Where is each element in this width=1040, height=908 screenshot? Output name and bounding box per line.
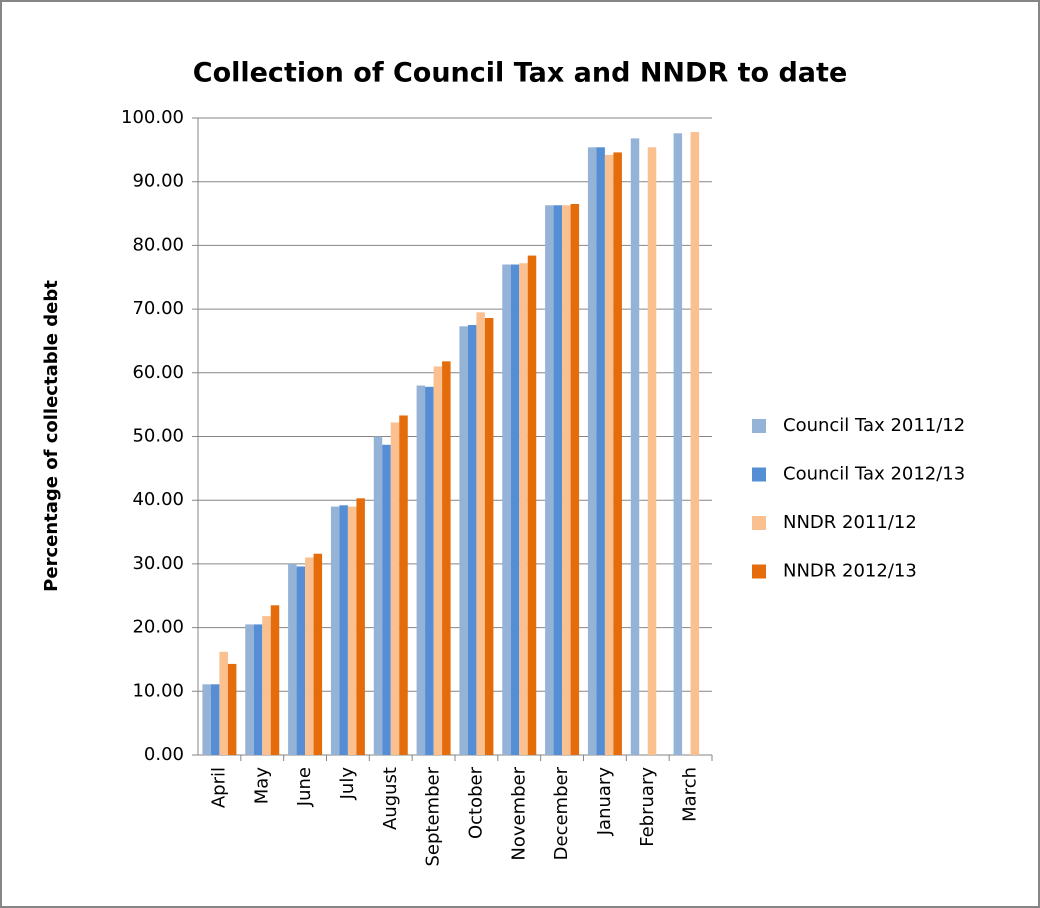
bar bbox=[476, 312, 485, 755]
y-tick-label: 70.00 bbox=[132, 298, 184, 319]
bar bbox=[433, 366, 443, 755]
bar bbox=[330, 506, 340, 755]
x-tick-label: November bbox=[508, 766, 529, 860]
x-tick-label: September bbox=[423, 766, 444, 866]
legend-swatch bbox=[752, 419, 766, 433]
bar bbox=[442, 361, 451, 755]
y-tick-label: 100.00 bbox=[121, 107, 184, 128]
bar bbox=[305, 557, 314, 755]
x-tick-label: January bbox=[594, 767, 615, 837]
y-tick-label: 60.00 bbox=[132, 362, 184, 383]
bar bbox=[210, 684, 220, 755]
y-tick-label: 40.00 bbox=[132, 489, 184, 510]
bar bbox=[553, 205, 563, 756]
bar bbox=[339, 505, 348, 755]
bar bbox=[587, 147, 597, 755]
x-tick-label: March bbox=[680, 767, 701, 822]
bar bbox=[425, 386, 434, 755]
bar bbox=[382, 444, 391, 755]
bar bbox=[262, 616, 271, 755]
x-tick-label: February bbox=[637, 767, 658, 847]
bar bbox=[313, 553, 323, 755]
bar bbox=[296, 566, 306, 755]
bar bbox=[245, 624, 254, 755]
bar bbox=[416, 385, 426, 755]
y-tick-label: 50.00 bbox=[132, 426, 184, 447]
bar bbox=[613, 152, 622, 755]
legend-label: Council Tax 2011/12 bbox=[783, 415, 965, 436]
bar bbox=[270, 605, 280, 755]
chart-title: Collection of Council Tax and NNDR to da… bbox=[193, 58, 848, 89]
bar bbox=[390, 422, 400, 755]
bar bbox=[288, 563, 297, 755]
bar bbox=[202, 684, 211, 755]
bar bbox=[356, 498, 365, 755]
bar bbox=[219, 651, 228, 755]
legend-label: NNDR 2011/12 bbox=[783, 512, 917, 533]
bar bbox=[570, 203, 580, 755]
bar bbox=[519, 263, 528, 755]
bar bbox=[527, 255, 537, 756]
y-tick-label: 90.00 bbox=[132, 171, 184, 192]
x-tick-label: October bbox=[465, 766, 486, 839]
x-tick-label: July bbox=[337, 767, 358, 801]
bar bbox=[253, 624, 263, 755]
y-tick-label: 10.00 bbox=[132, 680, 184, 701]
y-axis-label: Percentage of collectable debt bbox=[41, 280, 62, 592]
y-tick-label: 20.00 bbox=[132, 617, 184, 638]
bar bbox=[630, 138, 640, 755]
bar bbox=[510, 264, 520, 755]
x-tick-label: May bbox=[251, 767, 272, 805]
y-tick-label: 30.00 bbox=[132, 553, 184, 574]
bar bbox=[347, 506, 357, 755]
bar bbox=[604, 154, 614, 756]
y-tick-label: 80.00 bbox=[132, 234, 184, 255]
legend-swatch bbox=[752, 467, 766, 482]
legend-label: NNDR 2012/13 bbox=[783, 561, 917, 582]
x-tick-label: August bbox=[380, 767, 401, 830]
bar bbox=[673, 133, 683, 756]
bar bbox=[502, 264, 511, 755]
bar bbox=[227, 663, 237, 755]
legend-swatch bbox=[752, 564, 766, 579]
bar bbox=[399, 415, 408, 755]
legend-label: Council Tax 2012/13 bbox=[783, 464, 965, 485]
x-tick-label: June bbox=[294, 767, 315, 807]
bar bbox=[373, 436, 383, 755]
bar bbox=[484, 318, 494, 755]
legend-swatch bbox=[752, 516, 766, 530]
bar bbox=[690, 132, 700, 755]
bar bbox=[545, 205, 554, 756]
x-tick-label: April bbox=[208, 767, 229, 808]
bar bbox=[459, 326, 468, 755]
bar bbox=[562, 205, 571, 756]
y-tick-label: 0.00 bbox=[144, 744, 184, 765]
bar bbox=[647, 147, 657, 755]
bar bbox=[596, 147, 605, 755]
bar bbox=[467, 325, 477, 755]
x-tick-label: December bbox=[551, 766, 572, 860]
